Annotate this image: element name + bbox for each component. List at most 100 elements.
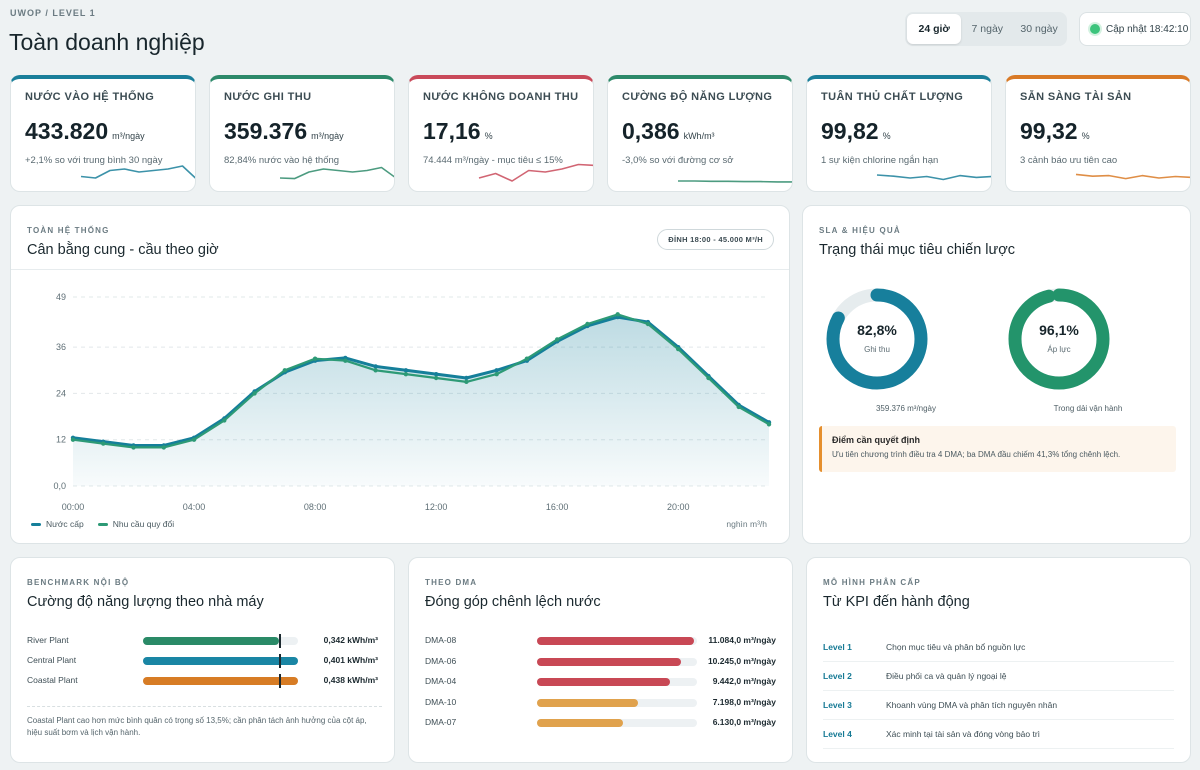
kpi-subtext: 82,84% nước vào hệ thống <box>224 155 340 166</box>
kpi-card[interactable]: TUÂN THỦ CHẤT LƯỢNG 99,82% 1 sự kiện chlor… <box>806 75 992 192</box>
bar-fill <box>537 637 694 645</box>
legend-swatch <box>31 523 41 527</box>
benchmark-title: Cường độ năng lượng theo nhà máy <box>27 594 264 610</box>
bar-fill <box>537 657 681 666</box>
kpi-title: SẴN SÀNG TÀI SẢN <box>1020 91 1132 103</box>
level-row[interactable]: Level 4 Xác minh tại tài sản và đóng vòng… <box>823 720 1174 749</box>
range-30d-button[interactable]: 30 ngày <box>1020 23 1058 35</box>
update-status: Cập nhật 18:42:10 <box>1079 12 1191 46</box>
kpi-subtext: 74.444 m³/ngày - mục tiêu ≤ 15% <box>423 155 563 166</box>
x-tick-label: 08:00 <box>304 502 327 512</box>
donut-caption: 359.376 m³/ngày <box>875 404 937 413</box>
kpi-value: 433.820 m³/ngày <box>25 118 145 145</box>
data-point <box>615 312 620 317</box>
unit-note: nghìn m³/h <box>726 519 767 529</box>
dma-row[interactable]: DMA-10 7.198,0 m³/ngày <box>425 696 776 710</box>
breadcrumb: UWOP / LEVEL 1 <box>10 8 96 18</box>
sparkline-path <box>279 166 394 180</box>
level-text: Khoanh vùng DMA và phân tích nguyên nhân <box>886 700 1058 710</box>
data-point <box>736 404 741 410</box>
kpi-unit: kWh/m³ <box>683 131 715 141</box>
bar-fill <box>143 677 298 685</box>
data-point <box>131 445 136 450</box>
dma-value: 9.442,0 m³/ngày <box>712 676 776 686</box>
data-point <box>706 375 711 381</box>
levels-card: MÔ HÌNH PHÂN CẤP Từ KPI đến hành động Le… <box>806 557 1191 763</box>
kpi-number: 99,82 <box>821 118 879 144</box>
sparkline-path <box>678 180 792 183</box>
kpi-card[interactable]: SẴN SÀNG TÀI SẢN 99,32% 3 cảnh báo ưu tiên… <box>1005 75 1191 192</box>
data-point <box>494 368 499 373</box>
dma-row[interactable]: DMA-08 11.084,0 m³/ngày <box>425 634 776 648</box>
donut-pressure: 96,1% Áp lực <box>1006 286 1112 392</box>
bar-track <box>143 634 298 648</box>
bar-fill <box>537 698 638 707</box>
data-point <box>433 375 439 381</box>
donut-ring <box>1008 288 1110 390</box>
plant-value: 0,401 kWh/m³ <box>323 655 378 665</box>
legend-item-supply: Nước cấp <box>31 519 84 529</box>
kpi-card[interactable]: NƯỚC KHÔNG DOANH THU 17,16% 74.444 m³/ngày… <box>408 75 594 192</box>
sparkline-path <box>876 174 991 181</box>
kpi-sparkline <box>80 165 195 179</box>
kpi-value: 17,16% <box>423 118 493 145</box>
plant-value: 0,342 kWh/m³ <box>323 635 378 645</box>
series-line-demand <box>72 313 770 449</box>
donut-caption: Trong dải vận hành <box>1053 404 1123 413</box>
donut-arc <box>826 288 928 390</box>
kpi-subtext: -3,0% so với đường cơ sở <box>622 155 734 166</box>
data-point <box>554 337 560 342</box>
x-tick-label: 16:00 <box>546 502 569 512</box>
kpi-card[interactable]: NƯỚC VÀO HỆ THỐNG 433.820 m³/ngày +2,1% so … <box>10 75 196 192</box>
bar-track <box>537 678 697 686</box>
page-title: Toàn doanh nghiệp <box>9 29 205 55</box>
legend-label: Nước cấp <box>46 519 84 529</box>
level-label: Level 2 <box>823 671 852 681</box>
sla-card: SLA & HIỆU QUẢ Trạng thái mục tiêu chiến… <box>802 205 1191 544</box>
range-7d-button[interactable]: 7 ngày <box>971 23 1004 35</box>
kpi-sparkline <box>876 174 991 181</box>
kpi-number: 17,16 <box>423 118 481 144</box>
data-point <box>191 437 197 442</box>
kpi-sparkline <box>279 166 394 180</box>
donut-arc <box>1008 288 1110 390</box>
data-point <box>282 368 288 373</box>
kpi-unit: % <box>882 131 891 141</box>
kpi-value: 99,32% <box>1020 118 1090 145</box>
kpi-sparkline <box>478 163 593 182</box>
kpi-unit: m³/ngày <box>311 131 344 141</box>
level-text: Chọn mục tiêu và phân bổ nguồn lực <box>886 642 1026 652</box>
dma-name: DMA-08 <box>425 635 457 645</box>
y-tick-label: 49 <box>56 292 66 302</box>
peak-badge: ĐỈNH 18:00 - 45.000 M³/H <box>657 229 774 250</box>
x-tick-label: 20:00 <box>667 502 690 512</box>
decision-title: Điểm cần quyết định <box>832 435 921 445</box>
kpi-card[interactable]: NƯỚC GHI THU 359.376 m³/ngày 82,84% nước và… <box>209 75 395 192</box>
levels-eyebrow: MÔ HÌNH PHÂN CẤP <box>823 578 921 587</box>
y-tick-label: 24 <box>56 388 66 398</box>
benchmark-card: BENCHMARK NỘI BỘ Cường độ năng lượng the… <box>10 557 395 763</box>
plant-row: Central Plant 0,401 kWh/m³ <box>27 654 378 668</box>
legend-swatch <box>97 523 108 527</box>
kpi-card[interactable]: CƯỜNG ĐỘ NĂNG LƯỢNG 0,386 kWh/m³ -3,0% so v… <box>607 75 793 192</box>
kpi-unit: m³/ngày <box>112 131 145 141</box>
level-row[interactable]: Level 1 Chọn mục tiêu và phân bổ nguồn lự… <box>823 633 1174 662</box>
balance-title: Cân bằng cung - cầu theo giờ <box>27 242 219 258</box>
sla-title: Trạng thái mục tiêu chiến lược <box>819 242 1015 258</box>
dma-row[interactable]: DMA-07 6.130,0 m³/ngày <box>425 716 776 730</box>
donut-billing: 82,8% Ghi thu <box>824 286 930 392</box>
supply-area <box>73 317 769 486</box>
dma-row[interactable]: DMA-06 10.245,0 m³/ngày <box>425 655 776 669</box>
range-24h-button[interactable]: 24 giờ <box>907 14 962 44</box>
dma-row[interactable]: DMA-04 9.442,0 m³/ngày <box>425 675 776 689</box>
level-row[interactable]: Level 3 Khoanh vùng DMA và phân tích nguy… <box>823 691 1174 720</box>
plant-name: River Plant <box>27 635 69 645</box>
kpi-subtext: +2,1% so với trung bình 30 ngày <box>25 155 163 166</box>
data-point <box>373 364 378 369</box>
x-tick-label: 00:00 <box>62 502 85 512</box>
level-row[interactable]: Level 2 Điều phối ca và quản lý ngoại lệ <box>823 662 1174 691</box>
kpi-number: 0,386 <box>622 118 680 144</box>
decision-body: Ưu tiên chương trình điều tra 4 DMA; ba … <box>832 450 1121 459</box>
target-marker <box>279 654 282 668</box>
dma-value: 10.245,0 m³/ngày <box>707 655 776 666</box>
